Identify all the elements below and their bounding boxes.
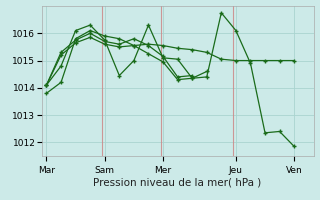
X-axis label: Pression niveau de la mer( hPa ): Pression niveau de la mer( hPa ) bbox=[93, 178, 262, 188]
